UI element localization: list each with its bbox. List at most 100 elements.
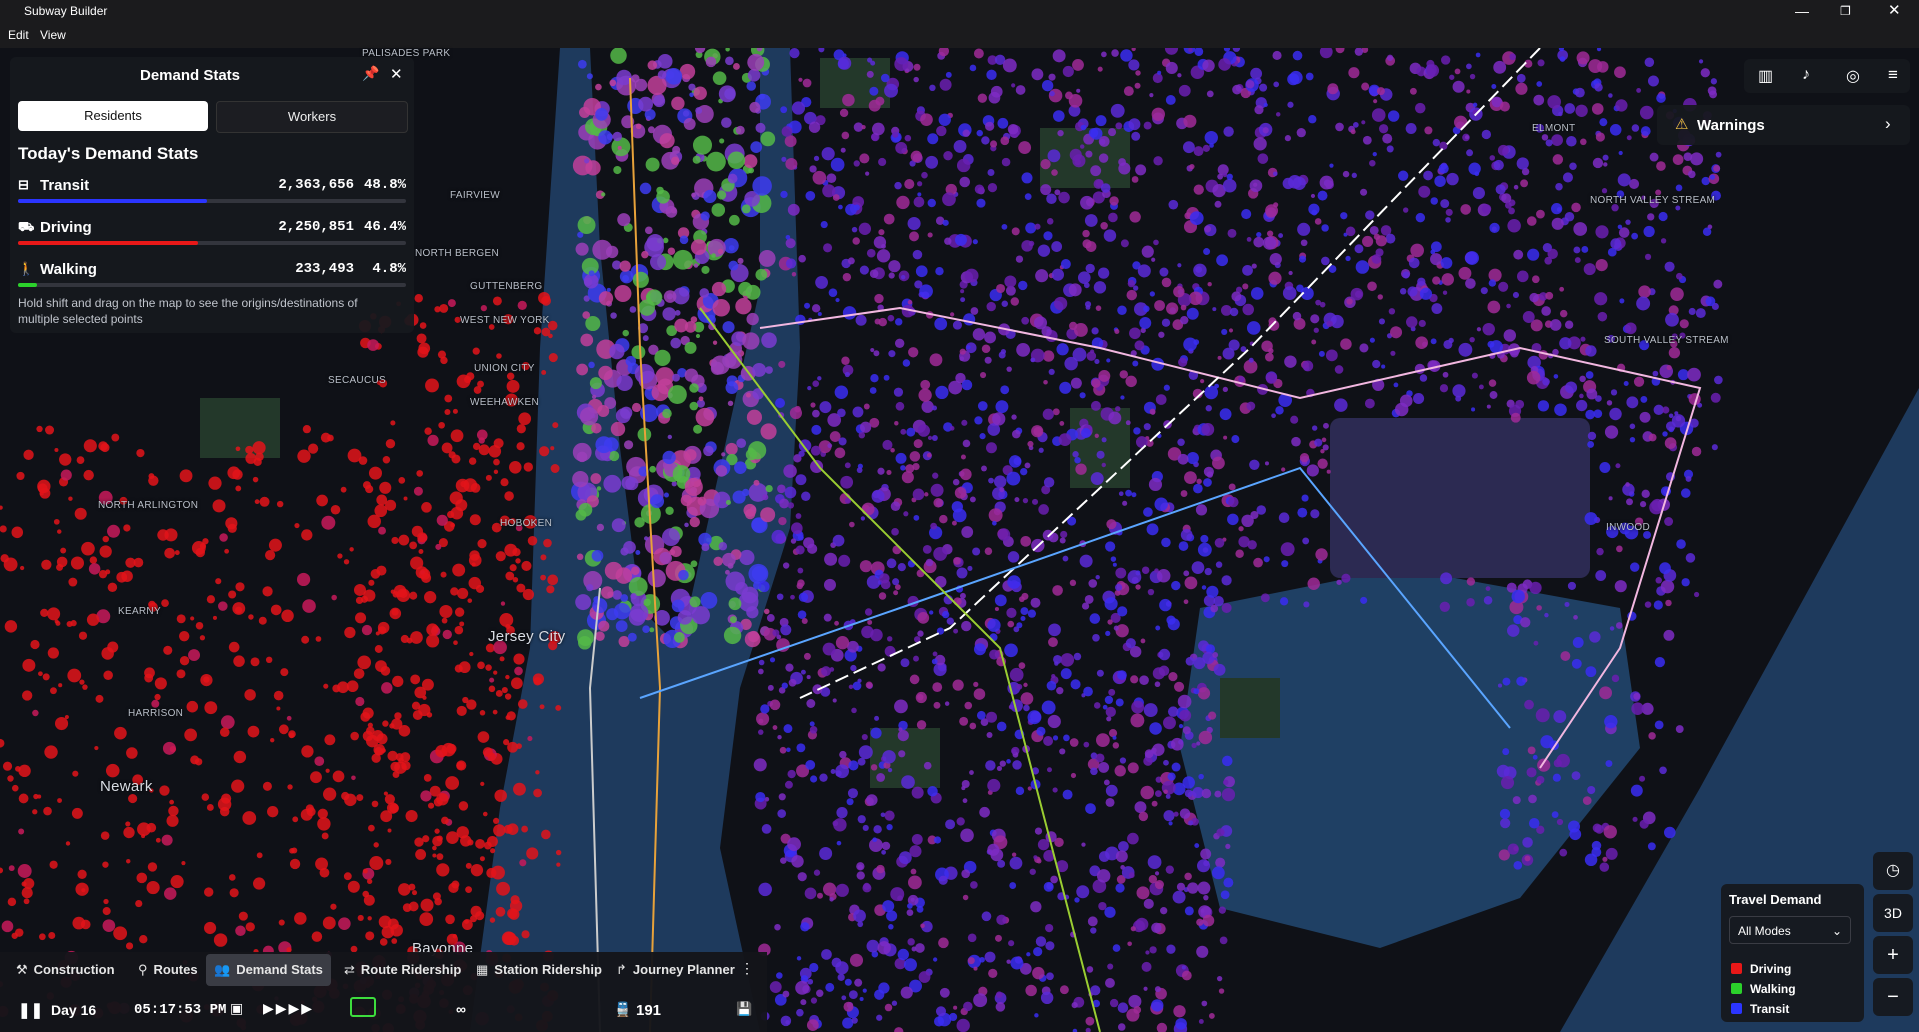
demand-dot: [1108, 128, 1117, 137]
demand-dot: [1606, 400, 1613, 406]
more[interactable]: ⋮: [740, 960, 754, 976]
calendar[interactable]: ▣: [230, 1000, 244, 1016]
compass[interactable]: ◷: [1873, 852, 1913, 890]
demand-dot: [767, 684, 774, 691]
menu-item[interactable]: View: [40, 28, 66, 42]
tab-residents[interactable]: Residents: [18, 101, 208, 131]
demand-dot: [1559, 848, 1568, 857]
demand-dot: [254, 499, 260, 505]
demand-dot: [1250, 67, 1263, 80]
tab-icon: ⚒: [16, 962, 28, 977]
demand-dot: [1259, 83, 1268, 92]
toolbar-tab[interactable]: ⇄ Route Ridership: [336, 954, 469, 986]
warnings[interactable]: ⚠ Warnings ›: [1657, 105, 1910, 145]
menu-item[interactable]: Edit: [8, 28, 29, 42]
demand-dot: [509, 935, 520, 946]
demand-dot: [1430, 338, 1437, 345]
demand-dot: [1149, 722, 1162, 735]
theme-button[interactable]: ◎: [1846, 68, 1860, 85]
demand-dot: [1506, 303, 1511, 309]
demand-dot: [1206, 90, 1214, 98]
pin[interactable]: 📌: [362, 65, 380, 81]
demand-dot: [1085, 1027, 1091, 1032]
demand-dot: [894, 338, 905, 349]
demand-dot: [693, 263, 699, 268]
demand-dot: [822, 642, 836, 656]
demand-dot: [642, 335, 649, 342]
tab-workers[interactable]: Workers: [216, 101, 408, 133]
demand-dot: [1537, 59, 1545, 67]
minimize[interactable]: —: [1795, 3, 1809, 19]
demand-dot: [1282, 286, 1297, 300]
demand-dot: [888, 924, 894, 930]
demand-dot: [446, 831, 459, 844]
zoom-in[interactable]: +: [1873, 936, 1913, 974]
menu-button[interactable]: ≡: [1888, 65, 1898, 84]
demand-dot: [765, 366, 773, 374]
demand-dot: [1311, 425, 1318, 431]
demand-dot: [981, 136, 990, 145]
demand-dot: [56, 563, 64, 571]
demand-dot: [59, 453, 72, 466]
demand-dot: [622, 329, 629, 337]
demand-dot: [1538, 292, 1548, 301]
toolbar-tab[interactable]: ▦ Station Ridership: [468, 954, 610, 986]
demand-dot: [242, 811, 257, 825]
close-panel[interactable]: ✕: [390, 66, 403, 83]
toolbar-tab[interactable]: 👥 Demand Stats: [206, 954, 331, 986]
demand-dot: [1193, 146, 1204, 157]
demand-dot: [1201, 585, 1207, 590]
demand-dot: [880, 812, 886, 818]
demand-dot: [1178, 541, 1189, 551]
demand-dot: [1488, 268, 1502, 282]
demand-dot: [410, 556, 424, 570]
demand-dot: [1591, 103, 1604, 115]
toggle-3d[interactable]: 3D: [1873, 894, 1913, 932]
demand-dot: [1677, 369, 1689, 381]
mode-select[interactable]: All Modes ⌄: [1729, 916, 1851, 944]
demand-dot: [1472, 187, 1485, 200]
demand-dot: [317, 808, 328, 819]
demand-dot: [929, 353, 943, 367]
speed-buttons[interactable]: ▶▶▶▶: [263, 1000, 315, 1016]
toolbar-tab[interactable]: ↱ Journey Planner: [608, 954, 743, 986]
toolbar-tab[interactable]: ⚒ Construction: [8, 954, 123, 986]
demand-dot: [1472, 102, 1478, 108]
sound-button[interactable]: ♪: [1802, 66, 1810, 83]
demand-dot: [994, 54, 1006, 66]
map-button[interactable]: ▥: [1758, 68, 1774, 85]
pause[interactable]: ❚❚: [18, 1002, 44, 1019]
demand-dot: [1576, 399, 1588, 412]
save[interactable]: 💾: [736, 1001, 753, 1016]
demand-dot: [979, 433, 986, 440]
demand-dot: [1644, 253, 1652, 261]
demand-dot: [912, 488, 925, 501]
demand-dot: [1069, 579, 1077, 587]
demand-dot: [809, 725, 818, 734]
demand-dot: [103, 898, 109, 905]
demand-dot: [311, 931, 323, 942]
demand-dot: [1675, 272, 1683, 280]
demand-dot: [526, 847, 539, 860]
demand-dot: [847, 788, 858, 799]
demand-dot: [155, 837, 161, 843]
demand-dot: [1079, 144, 1085, 149]
demand-dot: [1072, 347, 1087, 362]
map[interactable]: [0, 48, 1919, 1032]
demand-dot: [760, 507, 776, 523]
maximize[interactable]: ❐: [1840, 4, 1851, 18]
demand-dot: [1011, 227, 1020, 236]
demand-dot: [805, 760, 816, 770]
demand-dot: [409, 541, 418, 550]
demand-dot: [608, 450, 620, 462]
toolbar-tab[interactable]: ⚲ Routes: [130, 954, 206, 986]
stat-count: 2,363,656: [278, 177, 354, 193]
demand-dot: [729, 616, 737, 624]
demand-dot: [1168, 199, 1179, 210]
demand-dot: [572, 155, 593, 176]
fast-mode[interactable]: [350, 997, 376, 1017]
zoom-out[interactable]: −: [1873, 978, 1913, 1016]
close[interactable]: ✕: [1888, 2, 1901, 19]
demand-dot: [1100, 222, 1108, 230]
demand-dot: [969, 496, 976, 503]
